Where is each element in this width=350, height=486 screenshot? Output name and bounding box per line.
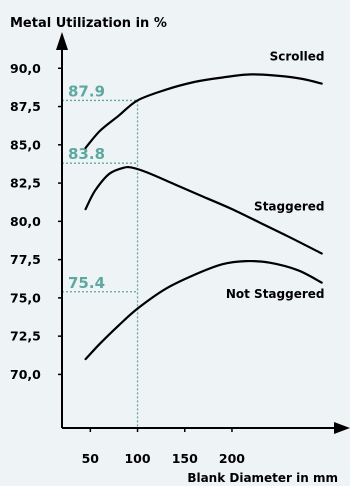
y-axis-arrow-icon [56,32,68,50]
annotation-value-label: 87.9 [68,82,105,100]
y-tick-label: 70,0 [10,367,41,382]
series-line-staggered [84,165,323,255]
annotation-value-label: 75.4 [68,274,105,292]
y-tick-label: 87,5 [10,99,41,114]
series-label: Not Staggered [226,287,325,301]
x-tick-label: 200 [219,451,245,466]
series-labels: Scrolled Staggered Not Staggered [226,50,325,301]
series-line-scrolled [84,73,323,149]
x-axis-arrow-icon [334,422,350,434]
x-axis-label: Blank Diameter in mm [187,471,338,485]
series-label: Scrolled [270,50,325,64]
annotation-guides: 87.9 83.8 75.4 [62,82,139,428]
y-tick-label: 80,0 [10,214,41,229]
x-tick-label: 100 [124,451,150,466]
annotation-value-label: 83.8 [68,145,105,163]
y-tick-label: 90,0 [10,61,41,76]
series-line-not-staggered [84,259,323,361]
y-tick-label: 72,5 [10,329,41,344]
chart-title: Metal Utilization in % [10,16,167,31]
tick-labels: 70,0 72,5 75,0 77,5 80,0 82,5 85,0 87,5 90,0 50 10… [10,61,245,466]
axes [56,32,350,434]
series-curves [84,73,323,361]
y-tick-label: 75,0 [10,290,41,305]
x-tick-label: 50 [82,451,100,466]
x-tick-label: 150 [172,451,198,466]
y-tick-label: 82,5 [10,176,41,191]
y-tick-label: 77,5 [10,252,41,267]
series-label: Staggered [254,200,324,214]
y-tick-label: 85,0 [10,137,41,152]
